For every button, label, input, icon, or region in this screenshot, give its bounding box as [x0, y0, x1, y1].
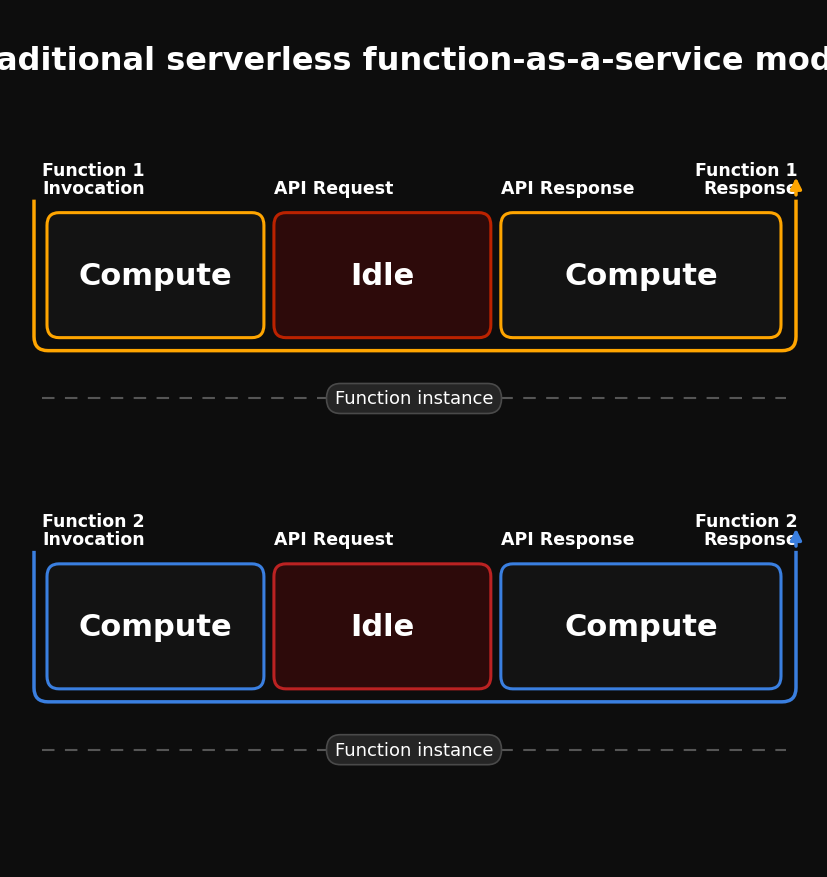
Text: Compute: Compute — [563, 612, 717, 641]
Text: Compute: Compute — [563, 261, 717, 290]
FancyBboxPatch shape — [47, 213, 264, 339]
Text: Compute: Compute — [79, 612, 232, 641]
FancyBboxPatch shape — [500, 213, 780, 339]
FancyBboxPatch shape — [326, 384, 501, 414]
Text: Function instance: Function instance — [334, 390, 493, 408]
Text: Function 1: Function 1 — [695, 161, 797, 180]
Text: Response: Response — [702, 531, 797, 548]
Text: Compute: Compute — [79, 261, 232, 290]
Text: Invocation: Invocation — [42, 180, 145, 197]
FancyBboxPatch shape — [500, 564, 780, 689]
Text: API Response: API Response — [500, 180, 633, 197]
Text: API Response: API Response — [500, 531, 633, 548]
Text: Function 2: Function 2 — [42, 512, 145, 531]
Text: API Request: API Request — [274, 531, 393, 548]
Text: Idle: Idle — [350, 261, 414, 290]
Text: Invocation: Invocation — [42, 531, 145, 548]
FancyBboxPatch shape — [274, 213, 490, 339]
FancyBboxPatch shape — [326, 735, 501, 765]
Text: Function 1: Function 1 — [42, 161, 145, 180]
Text: Function 2: Function 2 — [695, 512, 797, 531]
Text: Traditional serverless function-as-a-service model: Traditional serverless function-as-a-ser… — [0, 46, 827, 77]
Text: Function instance: Function instance — [334, 741, 493, 759]
FancyBboxPatch shape — [47, 564, 264, 689]
FancyBboxPatch shape — [274, 564, 490, 689]
Text: Response: Response — [702, 180, 797, 197]
Text: API Request: API Request — [274, 180, 393, 197]
Text: Idle: Idle — [350, 612, 414, 641]
